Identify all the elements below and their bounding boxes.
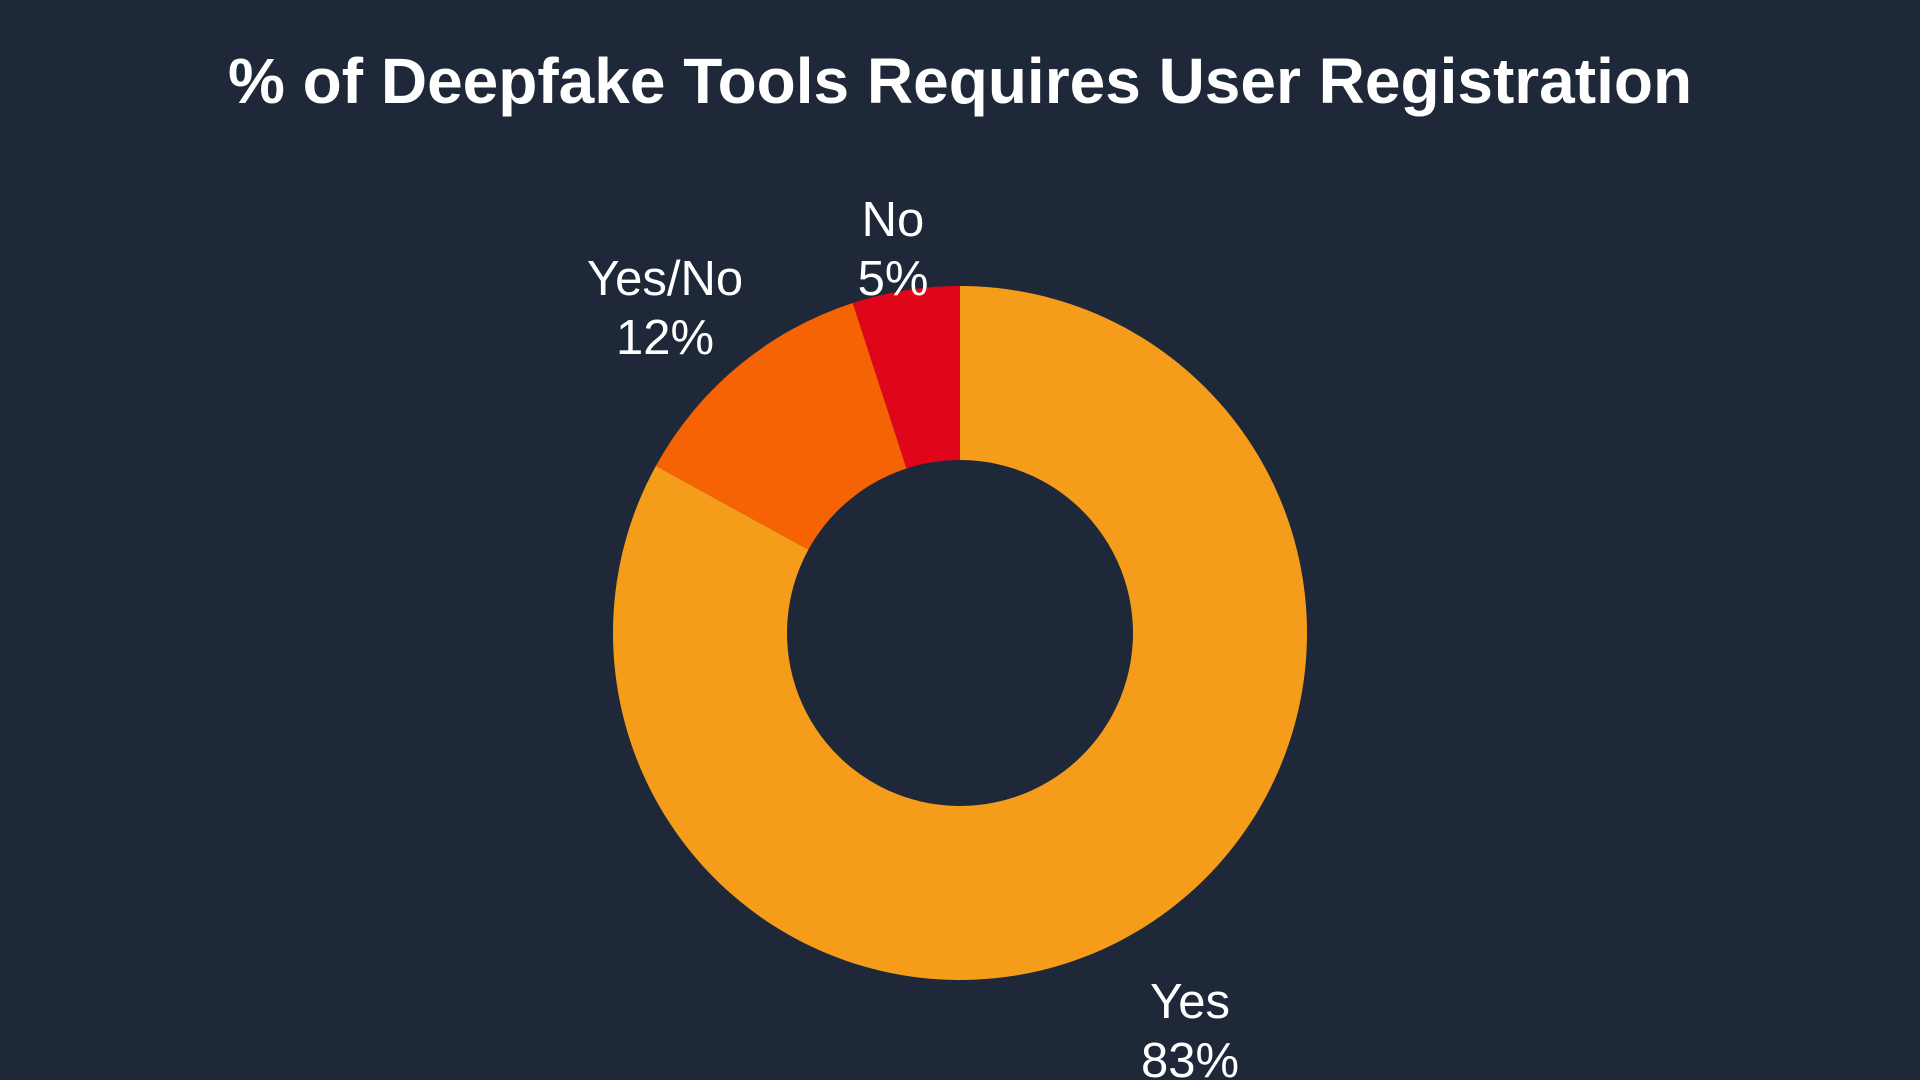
slice-yes xyxy=(612,286,1307,980)
slice-yes-no xyxy=(655,302,907,550)
slice-label-yes: Yes 83% xyxy=(1141,975,1239,1080)
chart-title: % of Deepfake Tools Requires User Regist… xyxy=(227,45,1693,117)
slice-value-label: 5% xyxy=(858,252,929,306)
slice-category-label: No xyxy=(862,193,925,247)
slice-no xyxy=(852,286,960,469)
slice-category-label: Yes xyxy=(1150,975,1230,1029)
slice-category-label: Yes/No xyxy=(587,252,743,306)
slice-value-label: 83% xyxy=(1141,1034,1239,1080)
slice-value-label: 12% xyxy=(616,311,714,365)
donut-slices xyxy=(612,286,1307,980)
slice-label-no: No 5% xyxy=(858,193,929,306)
slice-label-yes-no: Yes/No 12% xyxy=(587,252,743,365)
slice-labels: Yes 83% Yes/No 12% No 5% xyxy=(587,193,1239,1080)
